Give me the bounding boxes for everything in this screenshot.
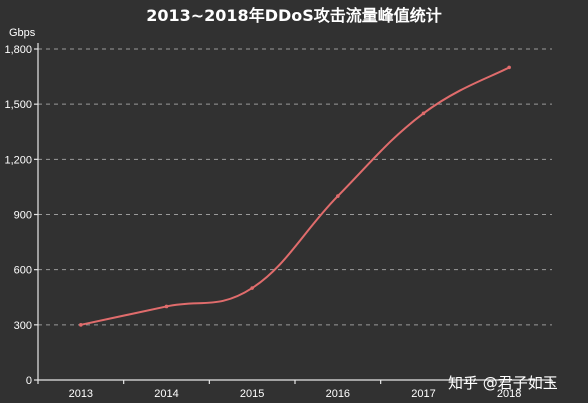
x-tick-label: 2014 — [154, 388, 178, 400]
x-tick-label: 2015 — [240, 388, 264, 400]
x-tick-label: 2013 — [69, 388, 93, 400]
x-tick-label: 2016 — [326, 388, 350, 400]
y-axis-unit-label: Gbps — [9, 27, 36, 39]
series-lines — [79, 65, 511, 327]
watermark-text: 知乎 @君子如玉 — [448, 374, 558, 392]
chart-title: 2013~2018年DDoS攻击流量峰值统计 — [146, 6, 442, 25]
axes — [34, 43, 553, 384]
data-point — [79, 323, 83, 327]
data-point — [507, 65, 511, 70]
x-tick-label: 2018 — [497, 388, 521, 400]
series-line — [80, 66, 510, 326]
y-tick-label: 1,200 — [4, 154, 32, 166]
x-axis-ticks: 2013 2014 2015 2016 2017 2018 — [69, 388, 522, 400]
data-point — [164, 304, 169, 309]
y-tick-label: 300 — [14, 320, 32, 332]
data-point — [421, 111, 426, 116]
y-tick-label: 600 — [14, 265, 32, 277]
grid-lines — [38, 48, 552, 326]
data-point — [250, 286, 254, 290]
y-axis-ticks: 0 300 600 900 1,200 1,500 1,800 — [4, 44, 32, 387]
y-tick-label: 0 — [26, 375, 32, 387]
data-point — [336, 194, 340, 198]
y-tick-label: 900 — [14, 210, 32, 222]
y-tick-label: 1,800 — [4, 44, 32, 56]
x-tick-label: 2017 — [411, 388, 435, 400]
y-tick-label: 1,500 — [4, 99, 32, 111]
